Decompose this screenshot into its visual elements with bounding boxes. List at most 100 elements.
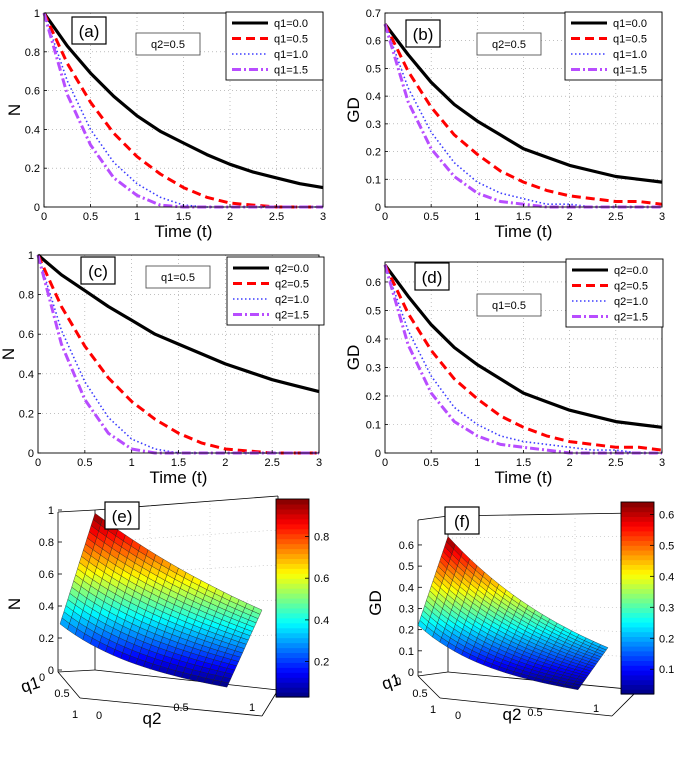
colorbar-band	[621, 578, 654, 585]
x-tick-label: 2.5	[608, 211, 623, 223]
colorbar-band	[621, 674, 654, 681]
colorbar-band	[276, 558, 309, 564]
box-edge-front	[439, 697, 613, 717]
legend-entry: q1=1.5	[274, 65, 308, 77]
y-tick-label: 0.2	[366, 147, 381, 159]
panel-label: (b)	[413, 25, 434, 44]
colorbar-tick-label: 0.1	[659, 664, 674, 676]
colorbar-band	[621, 626, 654, 633]
box-edge	[417, 515, 449, 521]
annotation-box	[145, 265, 211, 289]
annotation-text: q1=0.5	[492, 300, 526, 312]
box-edge	[94, 669, 279, 691]
colorbar-band	[621, 612, 654, 618]
colorbar-band	[621, 636, 654, 642]
x-tick-label: 2	[567, 457, 573, 469]
q2-tick-label: 1	[249, 702, 255, 714]
z-tick-label: 0.1	[399, 646, 414, 658]
colorbar-band	[276, 632, 309, 639]
x-tick-label: 2.5	[265, 457, 280, 469]
box-grid	[94, 529, 279, 543]
series-line-q2=0.0	[36, 253, 320, 394]
colorbar-band	[276, 672, 309, 678]
colorbar-band	[621, 574, 654, 580]
colorbar-band	[276, 553, 309, 559]
q2-tick-label: 0	[455, 710, 461, 722]
series-line-q2=0.0	[383, 263, 663, 429]
colorbar-band	[276, 692, 309, 698]
colorbar-tick-label: 0.6	[314, 573, 329, 585]
colorbar-band	[621, 679, 654, 685]
colorbar-band	[621, 631, 654, 637]
colorbar-tick-label: 0.4	[314, 615, 329, 627]
box-edge	[57, 509, 96, 513]
colorbar-band	[276, 612, 309, 619]
annotation-box	[135, 32, 201, 56]
x-tick-label: 2	[227, 211, 233, 223]
z-tick-label: 0.8	[39, 537, 54, 549]
q1-tick-label: 1	[430, 704, 436, 716]
colorbar-band	[276, 657, 309, 663]
y-tick-label: 0.4	[19, 369, 34, 381]
x-axis-label: Time (t)	[150, 468, 208, 487]
q2-axis-label: q2	[503, 705, 522, 724]
colorbar-band	[276, 662, 309, 668]
colorbar-band	[276, 588, 309, 594]
box-edge-front	[261, 689, 279, 717]
q2-tick-label: 0.5	[173, 702, 188, 714]
z-tick-label: 0.3	[399, 603, 414, 615]
series-line-q1=0.5	[383, 23, 663, 206]
legend-entry: q2=0.0	[614, 265, 648, 277]
line-panel-d: 0 0.5 1 1.5 2 2.5 3 0 0.1 0.2 0.3 0.4 0.5 0.6 Time (t)…	[344, 258, 665, 487]
box-grid	[94, 564, 279, 575]
colorbar-band	[621, 569, 654, 575]
q1-tick-label: 1	[72, 709, 78, 721]
x-tick-label: 2.5	[608, 457, 623, 469]
colorbar-band	[621, 660, 654, 666]
colorbar-band	[276, 573, 309, 579]
x-tick-label: 1	[134, 211, 140, 223]
q2-tick-label: 1	[593, 703, 599, 715]
colorbar-band	[276, 677, 309, 683]
line-panel-c: 0 0.5 1 1.5 2 2.5 3 0 0.2 0.4 0.6 0.8 1 Time (t) N (c) q…	[0, 250, 325, 487]
colorbar-band	[276, 543, 309, 550]
q1-axis-label: q1	[18, 673, 42, 697]
z-tick-label: 0.4	[39, 601, 54, 613]
colorbar-band	[621, 622, 654, 628]
line-panel-a: 0 0.5 1 1.5 2 2.5 3 0 0.2 0.4 0.6 0.8 1 Time (t) N (a) q…	[5, 8, 326, 241]
y-tick-label: 0.2	[366, 391, 381, 403]
colorbar-band	[276, 622, 309, 629]
colorbar-band	[621, 506, 654, 513]
z-tick-label: 0	[48, 665, 54, 677]
z-tick-label: 0.2	[399, 625, 414, 637]
colorbar-band	[276, 607, 309, 614]
colorbar-band	[276, 568, 309, 574]
panel-label: (c)	[88, 262, 108, 281]
colorbar-band	[276, 687, 309, 693]
surface-cell	[252, 606, 263, 615]
colorbar-band	[276, 682, 309, 688]
colorbar-frame	[275, 498, 310, 698]
y-tick-label: 0.3	[366, 362, 381, 374]
colorbar-band	[621, 588, 654, 594]
colorbar-band	[276, 598, 309, 604]
colorbar-band	[276, 548, 309, 555]
legend-entry: q1=1.0	[274, 49, 308, 61]
colorbar-tick-label: 0.8	[314, 532, 329, 544]
colorbar-band	[621, 559, 654, 565]
box-grid	[447, 535, 639, 539]
x-axis-label: Time (t)	[495, 222, 553, 241]
legend-entry: q1=1.5	[613, 65, 647, 77]
legend-entry: q1=1.0	[613, 49, 647, 61]
colorbar-band	[621, 593, 654, 599]
y-tick-label: 0.2	[25, 163, 40, 175]
colorbar-band	[621, 617, 654, 623]
y-tick-label: 0.6	[366, 277, 381, 289]
y-tick-label: 0.6	[366, 36, 381, 48]
colorbar-band	[276, 513, 309, 520]
y-tick-label: 0	[375, 448, 381, 460]
z-tick-label: 0.5	[399, 561, 414, 573]
x-tick-label: 3	[659, 457, 665, 469]
x-tick-label: 3	[659, 211, 665, 223]
